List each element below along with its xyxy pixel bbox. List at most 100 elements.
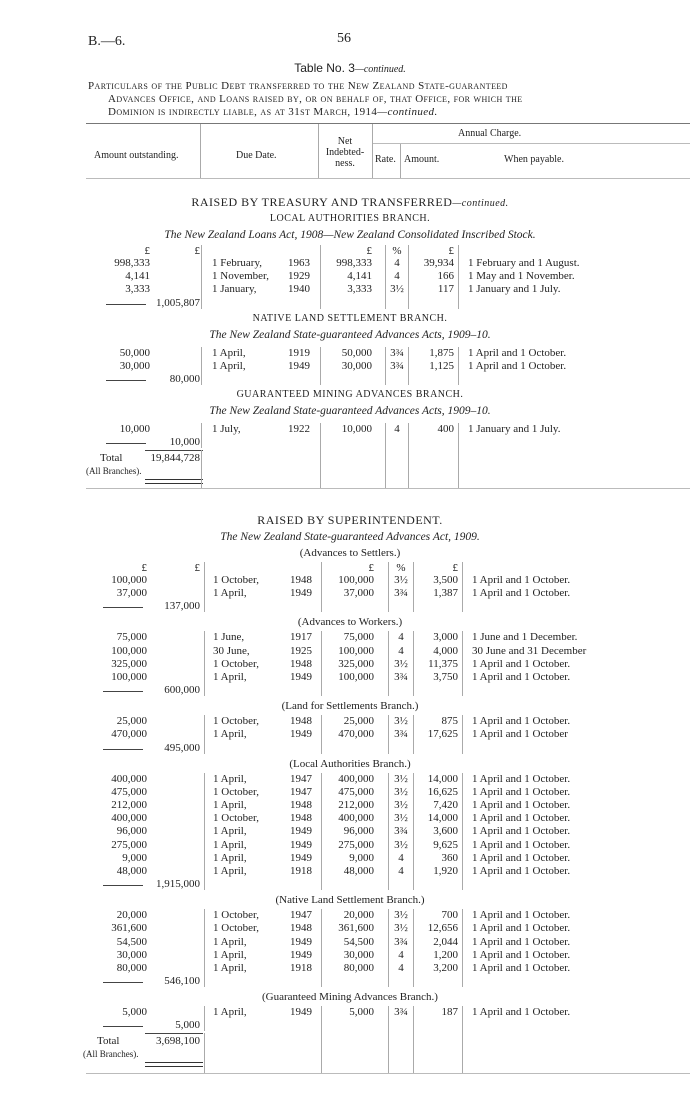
due-day-month: 1 April, bbox=[213, 865, 247, 877]
header-top-rule bbox=[86, 123, 690, 124]
column-rule bbox=[462, 1006, 463, 1032]
column-rule bbox=[462, 631, 463, 697]
due-year: 1922 bbox=[288, 423, 310, 435]
col-net-line: ness. bbox=[335, 158, 355, 169]
section-heading-suffix: —continued. bbox=[452, 198, 509, 209]
column-rule bbox=[320, 440, 321, 488]
due-year: 1940 bbox=[288, 283, 310, 296]
unit-symbol: £ bbox=[448, 245, 455, 257]
net-indebtedness: 212,000 bbox=[338, 799, 374, 811]
due-day-month: 1 June, bbox=[213, 631, 245, 644]
due-year: 1949 bbox=[290, 948, 312, 961]
charge-amount: 39,934 bbox=[423, 257, 454, 269]
section-heading-text: RAISED BY TREASURY AND TRANSFERRED bbox=[191, 195, 453, 209]
due-year: 1949 bbox=[288, 359, 310, 372]
net-indebtedness: 361,600 bbox=[338, 922, 374, 935]
column-rule bbox=[320, 346, 321, 385]
subtotal-dash bbox=[106, 443, 146, 445]
amount-outstanding: 30,000 bbox=[116, 948, 147, 961]
when-payable: 1 April and 1 October. bbox=[468, 359, 567, 372]
charge-amount: 9,625 bbox=[433, 838, 458, 851]
net-indebtedness: 325,000 bbox=[338, 657, 374, 670]
charge-amount: 3,000 bbox=[433, 631, 458, 644]
when-payable: 1 January and 1 July. bbox=[468, 423, 561, 435]
due-year: 1947 bbox=[290, 909, 312, 922]
particulars-line-3-text: Dominion is indirectly liable, as at 31s… bbox=[108, 106, 378, 118]
rate: 3¾ bbox=[394, 825, 408, 838]
section-bottom-rule bbox=[86, 488, 690, 489]
annual-charge-rule bbox=[372, 143, 690, 144]
rate: 3½ bbox=[394, 909, 408, 922]
net-indebtedness: 75,000 bbox=[343, 631, 374, 644]
total-value: 3,698,100 bbox=[156, 1035, 200, 1048]
column-rule bbox=[320, 245, 321, 309]
due-day-month: 1 January, bbox=[212, 283, 257, 296]
subtotal-dash bbox=[103, 885, 143, 887]
due-year: 1949 bbox=[290, 935, 312, 948]
when-payable: 1 April and 1 October. bbox=[472, 812, 571, 825]
net-indebtedness: 48,000 bbox=[343, 865, 374, 877]
column-rule bbox=[458, 440, 459, 488]
column-rule bbox=[385, 423, 386, 449]
when-payable: 1 April and 1 October. bbox=[472, 838, 571, 851]
subtotal-dash bbox=[103, 1026, 143, 1028]
rate: 3¾ bbox=[394, 728, 408, 741]
amount-outstanding: 37,000 bbox=[116, 587, 147, 600]
column-rule bbox=[204, 631, 205, 697]
rate: 3¾ bbox=[394, 587, 408, 600]
charge-amount: 360 bbox=[441, 851, 459, 864]
column-rule bbox=[408, 346, 409, 385]
due-year: 1947 bbox=[290, 772, 312, 785]
header-divider bbox=[372, 124, 373, 178]
subtotal-dash bbox=[106, 303, 146, 305]
due-day-month: 1 November, bbox=[212, 270, 269, 283]
subtotal-value: 600,000 bbox=[164, 684, 200, 697]
branch-subheading: (Land for Settlements Branch.) bbox=[281, 700, 419, 713]
header-divider bbox=[400, 144, 401, 178]
due-day-month: 1 April, bbox=[213, 838, 247, 851]
net-indebtedness: 475,000 bbox=[338, 785, 374, 798]
total-label: Total bbox=[97, 1035, 120, 1048]
due-year: 1948 bbox=[290, 922, 312, 935]
charge-amount: 7,420 bbox=[433, 799, 458, 811]
when-payable: 1 April and 1 October. bbox=[472, 909, 571, 922]
due-year: 1949 bbox=[290, 587, 312, 600]
column-rule bbox=[413, 715, 414, 754]
net-indebtedness: 10,000 bbox=[341, 423, 372, 435]
net-indebtedness: 54,500 bbox=[343, 935, 374, 948]
charge-amount: 1,200 bbox=[433, 948, 458, 961]
when-payable: 1 April and 1 October. bbox=[472, 574, 571, 586]
due-day-month: 1 October, bbox=[213, 657, 259, 670]
amount-outstanding: 20,000 bbox=[116, 909, 147, 922]
charge-amount: 187 bbox=[441, 1006, 459, 1019]
amount-outstanding: 75,000 bbox=[116, 631, 147, 644]
due-year: 1948 bbox=[290, 657, 312, 670]
rate: 3½ bbox=[394, 715, 408, 728]
net-indebtedness: 80,000 bbox=[343, 962, 374, 974]
rate: 4 bbox=[398, 865, 404, 877]
column-rule bbox=[385, 346, 386, 385]
column-rule bbox=[204, 909, 205, 988]
col-rate: Rate. bbox=[375, 154, 396, 165]
subtotal-value: 137,000 bbox=[164, 600, 200, 613]
column-rule bbox=[413, 1023, 414, 1073]
amount-outstanding: 50,000 bbox=[119, 346, 150, 359]
amount-outstanding: 325,000 bbox=[111, 657, 147, 670]
due-day-month: 1 April, bbox=[213, 962, 247, 974]
due-day-month: 1 April, bbox=[213, 587, 247, 600]
net-indebtedness: 37,000 bbox=[343, 587, 374, 600]
when-payable: 1 April and 1 October. bbox=[472, 785, 571, 798]
column-rule bbox=[413, 1006, 414, 1032]
net-indebtedness: 96,000 bbox=[343, 825, 374, 838]
due-year: 1963 bbox=[288, 257, 310, 269]
column-rule bbox=[204, 715, 205, 754]
section-heading: RAISED BY TREASURY AND TRANSFERRED—conti… bbox=[0, 196, 700, 210]
when-payable: 1 April and 1 October. bbox=[472, 935, 571, 948]
total-note: (All Branches). bbox=[83, 1049, 139, 1060]
net-indebtedness: 5,000 bbox=[349, 1006, 374, 1019]
column-rule bbox=[321, 772, 322, 891]
rate: 3½ bbox=[394, 772, 408, 785]
column-rule bbox=[388, 1023, 389, 1073]
amount-outstanding: 400,000 bbox=[111, 812, 147, 825]
amount-outstanding: 275,000 bbox=[111, 838, 147, 851]
